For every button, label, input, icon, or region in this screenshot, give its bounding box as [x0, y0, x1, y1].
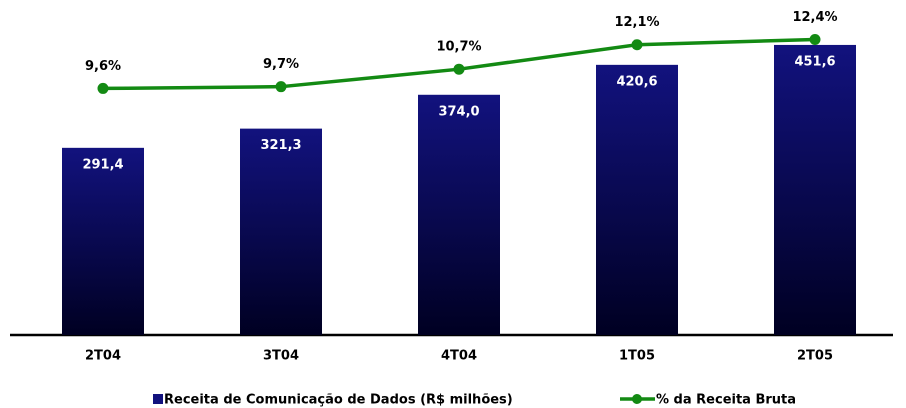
x-tick-label: 4T04: [441, 349, 477, 364]
legend-label: % da Receita Bruta: [656, 393, 796, 408]
line-value-label: 10,7%: [436, 40, 481, 55]
line-point: [809, 33, 821, 45]
line-value-label: 12,4%: [792, 10, 837, 25]
line-point: [97, 82, 109, 94]
bar-value-label: 321,3: [260, 138, 301, 153]
x-tick-label: 3T04: [263, 349, 299, 364]
bar: [418, 94, 500, 336]
legend-label: Receita de Comunicação de Dados (R$ milh…: [164, 393, 513, 408]
bar-value-label: 374,0: [438, 104, 479, 119]
bar: [62, 147, 144, 335]
legend-swatch: [632, 394, 642, 404]
bar: [240, 128, 322, 335]
line-value-label: 9,7%: [263, 57, 299, 72]
bar-value-label: 420,6: [616, 74, 657, 89]
bar: [596, 64, 678, 335]
line-point: [453, 63, 465, 75]
line-point: [275, 81, 287, 93]
x-tick-label: 1T05: [619, 349, 655, 364]
line-value-label: 9,6%: [85, 59, 121, 74]
legend-swatch: [153, 394, 163, 404]
bar-value-label: 291,4: [82, 157, 123, 172]
bar-value-label: 451,6: [794, 54, 835, 69]
line-value-label: 12,1%: [614, 15, 659, 30]
x-tick-label: 2T05: [797, 349, 833, 364]
bar: [774, 44, 856, 336]
line-point: [631, 39, 643, 51]
x-tick-label: 2T04: [85, 349, 121, 364]
